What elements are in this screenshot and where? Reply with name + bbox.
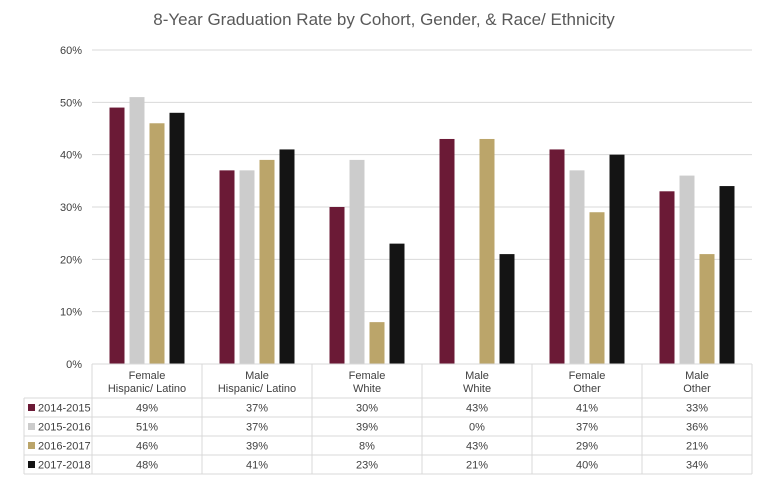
y-tick-label: 60%	[60, 45, 82, 57]
data-label: 23%	[356, 460, 378, 472]
legend-key	[28, 423, 35, 430]
legend-key	[28, 404, 35, 411]
bar	[279, 149, 295, 364]
category-label: Male	[465, 370, 489, 382]
y-tick-label: 30%	[60, 202, 82, 214]
data-label: 30%	[356, 403, 378, 415]
category-label: Male	[685, 370, 709, 382]
category-label: Hispanic/ Latino	[218, 383, 296, 395]
bar	[259, 159, 275, 364]
category-label: Hispanic/ Latino	[108, 383, 186, 395]
legend-label: 2015-2016	[38, 422, 91, 434]
y-tick-label: 50%	[60, 97, 82, 109]
bar	[219, 170, 235, 364]
bar	[329, 207, 345, 364]
chart-title: 8-Year Graduation Rate by Cohort, Gender…	[153, 10, 615, 29]
category-label: Female	[569, 370, 606, 382]
legend-label: 2014-2015	[38, 403, 91, 415]
category-label: White	[463, 383, 491, 395]
data-label: 21%	[686, 441, 708, 453]
bar	[389, 243, 405, 364]
legend-key	[28, 461, 35, 468]
bar	[549, 149, 565, 364]
bar	[479, 138, 495, 364]
data-label: 41%	[576, 403, 598, 415]
data-label: 49%	[136, 403, 158, 415]
category-label: White	[353, 383, 381, 395]
data-label: 48%	[136, 460, 158, 472]
bar	[369, 322, 385, 364]
data-label: 34%	[686, 460, 708, 472]
data-label: 46%	[136, 441, 158, 453]
data-label: 21%	[466, 460, 488, 472]
bar	[659, 191, 675, 364]
y-tick-label: 0%	[66, 359, 82, 371]
data-label: 33%	[686, 403, 708, 415]
legend-label: 2016-2017	[38, 441, 91, 453]
bar	[719, 186, 735, 364]
bar	[589, 212, 605, 364]
data-label: 43%	[466, 441, 488, 453]
bar	[239, 170, 255, 364]
data-label: 40%	[576, 460, 598, 472]
y-tick-label: 20%	[60, 254, 82, 266]
data-label: 29%	[576, 441, 598, 453]
y-tick-label: 40%	[60, 150, 82, 162]
data-label: 43%	[466, 403, 488, 415]
bar	[699, 254, 715, 364]
legend-label: 2017-2018	[38, 460, 91, 472]
bar	[439, 138, 455, 364]
category-label: Female	[349, 370, 386, 382]
data-label: 39%	[246, 441, 268, 453]
data-label: 0%	[469, 422, 485, 434]
bar	[149, 123, 165, 365]
category-label: Other	[573, 383, 601, 395]
bar	[129, 97, 145, 364]
data-label: 37%	[246, 403, 268, 415]
category-label: Female	[129, 370, 166, 382]
data-label: 39%	[356, 422, 378, 434]
category-label: Male	[245, 370, 269, 382]
bar	[349, 159, 365, 364]
data-label: 37%	[576, 422, 598, 434]
data-label: 41%	[246, 460, 268, 472]
category-label: Other	[683, 383, 711, 395]
data-label: 37%	[246, 422, 268, 434]
bar	[169, 112, 185, 364]
legend-key	[28, 442, 35, 449]
data-label: 8%	[359, 441, 375, 453]
bar	[109, 107, 125, 365]
bar	[679, 175, 695, 364]
y-tick-label: 10%	[60, 307, 82, 319]
bar	[609, 154, 625, 364]
bar	[499, 254, 515, 364]
data-label: 36%	[686, 422, 708, 434]
data-label: 51%	[136, 422, 158, 434]
bar	[569, 170, 585, 364]
